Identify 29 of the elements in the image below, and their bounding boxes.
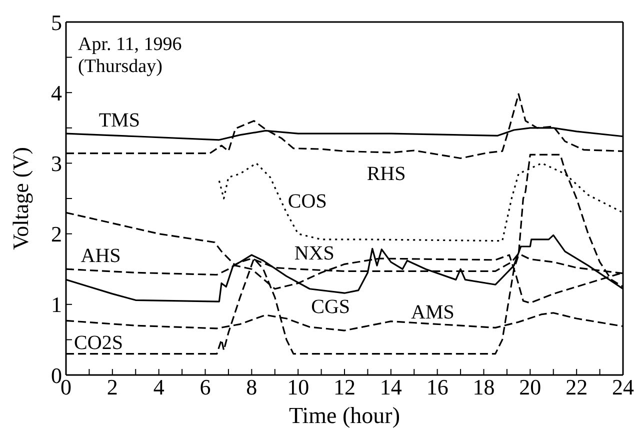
x-axis-title: Time (hour)	[289, 403, 400, 428]
x-tick-label: 22	[566, 374, 588, 400]
series-label: AHS	[80, 245, 121, 268]
x-tick-label: 12	[334, 374, 356, 400]
x-tick-label: 18	[472, 374, 495, 400]
y-tick-label: 2	[51, 222, 62, 247]
y-tick-label: 5	[51, 10, 62, 35]
series-label: RHS	[366, 163, 406, 186]
series-label: TMS	[98, 110, 140, 132]
series-label: AMS	[411, 302, 454, 324]
x-tick-label: 14	[380, 374, 402, 400]
series-label: CGS	[311, 296, 350, 318]
series-label: CO2S	[74, 332, 123, 354]
x-tick-label: 16	[426, 374, 448, 400]
y-tick-label: 4	[51, 80, 62, 106]
x-tick-label: 10	[287, 374, 310, 400]
annotation: Apr. 11, 1996	[78, 34, 182, 56]
x-tick-label: 8	[246, 374, 258, 400]
x-tick-label: 6	[200, 374, 211, 400]
annotation: (Thursday)	[78, 56, 164, 78]
y-tick-label: 3	[51, 151, 62, 176]
series-label: NXS	[294, 242, 334, 264]
x-tick-label: 4	[153, 374, 164, 400]
y-axis-title: Voltage (V)	[8, 147, 33, 250]
series-label: COS	[288, 190, 327, 213]
x-tick-label: 2	[106, 374, 118, 400]
x-tick-label: 20	[519, 374, 542, 400]
x-tick-label: 24	[612, 374, 634, 400]
y-tick-label: 1	[51, 292, 62, 318]
